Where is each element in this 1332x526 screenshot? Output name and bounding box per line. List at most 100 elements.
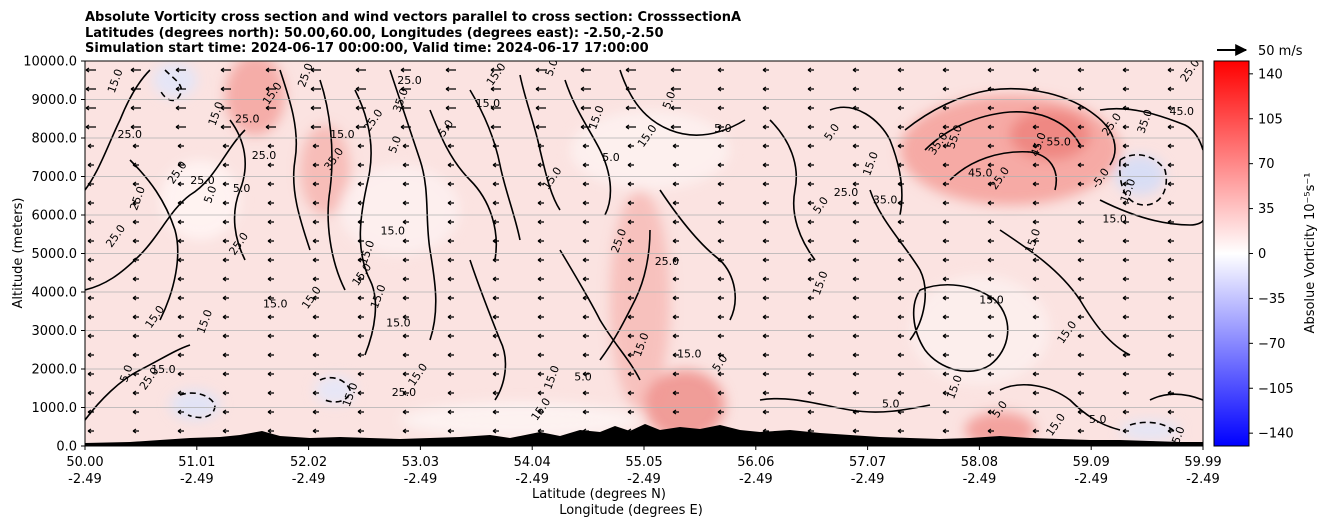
wind-vector-arrow bbox=[132, 333, 139, 339]
wind-vector-arrow bbox=[807, 295, 814, 301]
wind-vector-arrow bbox=[1122, 371, 1129, 377]
wind-vector-arrow bbox=[1167, 124, 1174, 130]
wind-vector-arrow bbox=[87, 219, 94, 225]
contour-label: 45.0 bbox=[968, 167, 993, 180]
contour-line bbox=[619, 69, 746, 136]
wind-vector-arrow bbox=[1032, 200, 1039, 206]
colorbar-label: Absolue Vorticity 10⁻⁵s⁻¹ bbox=[1303, 173, 1318, 334]
wind-vector-arrow bbox=[1122, 143, 1129, 149]
wind-vector-arrow bbox=[807, 371, 814, 377]
wind-vector-arrow bbox=[312, 352, 319, 358]
contour-line bbox=[229, 119, 246, 261]
wind-vector-arrow bbox=[897, 219, 904, 225]
wind-vector-arrow bbox=[132, 371, 139, 377]
wind-vector-arrow bbox=[132, 352, 139, 358]
contour-label: 5.0 bbox=[574, 371, 592, 384]
wind-vector-arrow bbox=[807, 257, 814, 263]
title-line-3: Simulation start time: 2024-06-17 00:00:… bbox=[85, 41, 649, 56]
contour-label: 35.0 bbox=[873, 193, 898, 206]
wind-vector-arrow bbox=[1122, 390, 1129, 396]
wind-vector-arrow bbox=[762, 181, 769, 187]
x-axis-label-latitude: Latitude (degrees N) bbox=[532, 487, 666, 502]
wind-vector-arrow bbox=[987, 162, 994, 168]
wind-vector-arrow bbox=[492, 257, 499, 263]
wind-vector-arrow bbox=[402, 333, 409, 339]
wind-vector-arrow bbox=[132, 143, 139, 149]
wind-vector-arrow bbox=[222, 143, 229, 149]
wind-vector-arrow bbox=[582, 143, 589, 149]
wind-vector-arrow bbox=[1122, 181, 1129, 187]
wind-vector-arrow bbox=[852, 200, 859, 206]
wind-vector-arrow bbox=[447, 257, 454, 263]
x-tick-label-lat: 55.05 bbox=[625, 455, 662, 470]
wind-vector-arrow bbox=[177, 352, 184, 358]
wind-vector-arrow bbox=[1077, 181, 1084, 187]
wind-vector-arrow bbox=[492, 276, 499, 282]
x-tick-label-lat: 54.04 bbox=[514, 455, 551, 470]
wind-vector-arrow bbox=[942, 428, 949, 434]
x-tick-label-lat: 53.03 bbox=[402, 455, 439, 470]
contour-label: 5.0 bbox=[1169, 425, 1187, 446]
wind-vector-arrow bbox=[357, 314, 364, 320]
wind-vector-arrow bbox=[582, 352, 589, 358]
wind-vector-arrow bbox=[357, 181, 364, 187]
y-tick-label: 5000.0 bbox=[32, 247, 78, 262]
wind-vector-arrow bbox=[582, 409, 589, 415]
wind-vector-arrow bbox=[942, 124, 949, 130]
x-tick-label-lat: 59.09 bbox=[1073, 455, 1110, 470]
wind-vector-arrow bbox=[1167, 238, 1174, 244]
y-tick-label: 2000.0 bbox=[32, 363, 78, 378]
colorbar-tick-label: 105 bbox=[1258, 112, 1283, 127]
wind-vector-arrow bbox=[672, 428, 679, 434]
wind-vector-arrow bbox=[1167, 352, 1174, 358]
wind-vector-arrow bbox=[807, 219, 814, 225]
wind-vector-arrow bbox=[132, 257, 139, 263]
contour-label: 25.0 bbox=[190, 174, 215, 187]
wind-vector-arrow bbox=[312, 295, 319, 301]
wind-vector-arrow bbox=[852, 143, 859, 149]
fill-blue-lower-left bbox=[170, 390, 220, 420]
quiver-key: 50 m/s bbox=[1217, 44, 1303, 59]
y-tick-label: 1000.0 bbox=[32, 401, 78, 416]
wind-vector-arrow bbox=[1167, 371, 1174, 377]
wind-vector-arrow bbox=[312, 314, 319, 320]
wind-vector-arrow bbox=[807, 67, 814, 73]
wind-vector-arrow bbox=[537, 409, 544, 415]
wind-vector-arrow bbox=[537, 162, 544, 168]
wind-vector-arrow bbox=[492, 314, 499, 320]
wind-vector-arrow bbox=[942, 162, 949, 168]
wind-vector-arrow bbox=[220, 105, 231, 111]
contour-label: 5.0 bbox=[201, 184, 219, 205]
wind-vector-arrow bbox=[265, 67, 276, 73]
wind-vector-arrow bbox=[582, 238, 589, 244]
wind-vector-arrow bbox=[897, 143, 904, 149]
wind-vector-arrow bbox=[1077, 409, 1084, 415]
wind-vector-arrow bbox=[897, 314, 904, 320]
x-tick-label-lon: -2.49 bbox=[68, 472, 102, 487]
x-tick-label-lon: -2.49 bbox=[404, 472, 438, 487]
wind-vector-arrow bbox=[987, 314, 994, 320]
wind-vector-arrow bbox=[1077, 390, 1084, 396]
wind-vector-arrow bbox=[267, 257, 274, 263]
wind-vector-arrow bbox=[987, 352, 994, 358]
wind-vector-arrow bbox=[357, 257, 364, 263]
contour-label: 25.0 bbox=[655, 255, 680, 268]
x-tick-label-lat: 57.07 bbox=[849, 455, 886, 470]
wind-vector-arrow bbox=[582, 371, 589, 377]
wind-vector-arrow bbox=[672, 257, 679, 263]
wind-vector-arrow bbox=[672, 314, 679, 320]
contour-line bbox=[999, 384, 1121, 431]
wind-vector-arrow bbox=[1077, 238, 1084, 244]
wind-vector-arrow bbox=[762, 105, 769, 111]
wind-vector-arrow bbox=[987, 219, 994, 225]
wind-vector-arrow bbox=[582, 219, 589, 225]
wind-vector-arrow bbox=[1032, 181, 1039, 187]
title-line-2: Latitudes (degrees north): 50.00,60.00, … bbox=[85, 26, 664, 41]
wind-vector-arrow bbox=[1167, 295, 1174, 301]
wind-vector-arrow bbox=[762, 143, 769, 149]
wind-vector-arrow bbox=[762, 333, 769, 339]
wind-vector-arrow bbox=[852, 314, 859, 320]
wind-vector-arrow bbox=[987, 333, 994, 339]
wind-vector-arrow bbox=[267, 181, 274, 187]
wind-vector-arrow bbox=[1032, 333, 1039, 339]
